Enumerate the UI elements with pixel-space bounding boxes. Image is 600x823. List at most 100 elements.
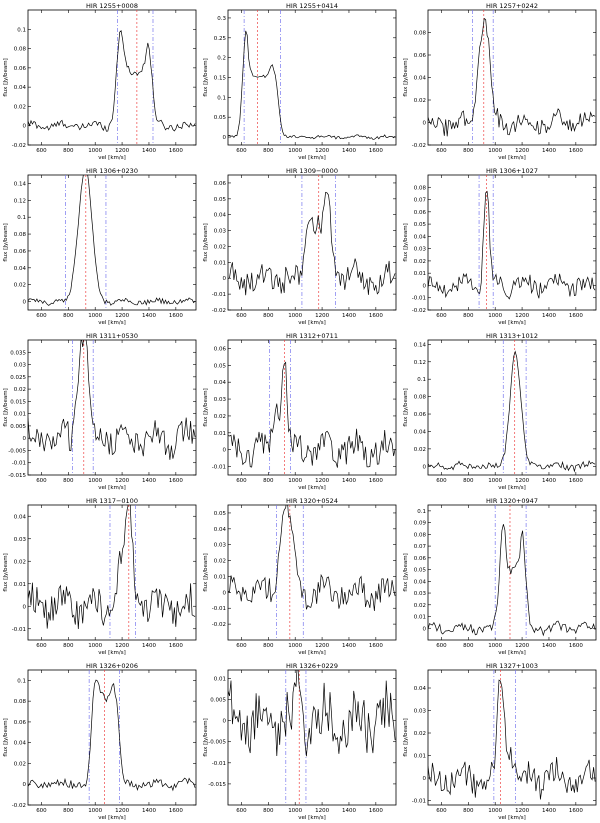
x-axis-label: vel [km/s] xyxy=(298,815,325,821)
panel-title: HIR 1320+0947 xyxy=(486,497,538,505)
x-tick-label: 600 xyxy=(236,643,247,649)
y-tick-label: -0.01 xyxy=(212,292,226,298)
x-tick-label: 1200 xyxy=(315,808,329,814)
y-tick-label: 0.05 xyxy=(214,511,227,517)
y-tick-label: -0.015 xyxy=(8,473,26,479)
spectrum-panel-5: HIR 1309−0000 600 800 1000 1200 1400 1600 -0.02… xyxy=(200,165,400,328)
x-tick-label: 800 xyxy=(63,313,74,319)
y-tick-label: 0.01 xyxy=(14,412,26,418)
x-tick-label: 800 xyxy=(63,643,74,649)
y-tick-label: 0.03 xyxy=(214,543,227,549)
plot-frame xyxy=(27,174,197,311)
y-tick-label: 0.04 xyxy=(14,266,27,272)
x-tick-label: 1400 xyxy=(542,313,556,319)
x-tick-label: 1400 xyxy=(542,148,556,154)
x-tick-label: 600 xyxy=(236,478,247,484)
y-tick-label: 0 xyxy=(23,436,27,442)
y-axis-label: flux [Jy/beam] xyxy=(3,388,9,427)
spectrum-line xyxy=(28,679,196,792)
panel-title: HIR 1313+1012 xyxy=(486,332,538,340)
x-tick-label: 600 xyxy=(236,148,247,154)
x-tick-label: 1200 xyxy=(315,478,329,484)
spectrum-chart: HIR 1320+0524 600 800 1000 1200 1400 1600 -0.02… xyxy=(203,497,397,656)
x-tick-label: 1200 xyxy=(515,643,529,649)
x-tick-label: 1200 xyxy=(115,478,129,484)
x-tick-label: 1600 xyxy=(569,643,583,649)
y-tick-label: 0.06 xyxy=(14,249,27,255)
spectrum-panel-1: HIR 1255+0008 600 800 1000 1200 1400 1600 -0.02… xyxy=(0,0,200,163)
y-tick-label: -0.01 xyxy=(412,296,426,302)
x-tick-label: 600 xyxy=(436,643,447,649)
y-tick-label: 0.08 xyxy=(414,395,427,401)
y-axis-label: flux [Jy/beam] xyxy=(3,553,9,592)
plot-frame xyxy=(227,669,397,806)
y-tick-label: 0.06 xyxy=(414,556,427,562)
x-tick-label: 1400 xyxy=(142,313,156,319)
y-tick-label: -0.005 xyxy=(208,740,226,746)
y-axis-label: flux [Jy/beam] xyxy=(203,223,209,262)
spectrum-line xyxy=(228,30,396,140)
panel-title: HIR 1306+0230 xyxy=(86,167,138,175)
x-tick-label: 1200 xyxy=(515,313,529,319)
y-tick-label: 0.04 xyxy=(414,429,427,435)
y-tick-label: 0.02 xyxy=(414,259,426,265)
y-tick-label: 0.02 xyxy=(14,104,26,110)
y-tick-label: 0.14 xyxy=(414,342,427,348)
x-tick-label: 1600 xyxy=(169,808,183,814)
y-tick-label: 0 xyxy=(223,719,227,725)
y-tick-label: -0.02 xyxy=(212,308,226,314)
y-tick-label: 0.1 xyxy=(217,95,226,101)
y-tick-label: 0.07 xyxy=(414,544,427,550)
y-tick-label: 0.08 xyxy=(414,185,427,191)
y-tick-label: 0.015 xyxy=(10,399,26,405)
y-tick-label: 0.04 xyxy=(14,514,27,520)
y-tick-label: 0.03 xyxy=(14,363,27,369)
spectrum-panel-13: HIR 1326+0206 600 800 1000 1200 1400 1600 -0.02… xyxy=(0,660,200,823)
y-tick-label: 0.005 xyxy=(10,424,26,430)
spectrum-line xyxy=(28,29,196,132)
y-tick-label: 0 xyxy=(23,782,27,788)
x-axis-label: vel [km/s] xyxy=(498,485,525,491)
plot-frame xyxy=(427,339,597,476)
x-tick-label: 1400 xyxy=(342,148,356,154)
y-tick-label: 0.035 xyxy=(10,350,26,356)
x-tick-label: 1000 xyxy=(488,478,502,484)
y-tick-label: -0.02 xyxy=(412,143,426,149)
x-tick-label: 1200 xyxy=(515,478,529,484)
y-tick-label: 0.08 xyxy=(14,47,27,53)
y-tick-label: 0.01 xyxy=(14,582,26,588)
x-tick-label: 800 xyxy=(463,148,474,154)
spectrum-panel-6: HIR 1306+1027 600 800 1000 1200 1400 1600 -0.02… xyxy=(400,165,600,328)
x-tick-label: 1200 xyxy=(315,148,329,154)
y-tick-label: 0 xyxy=(223,135,227,141)
y-tick-label: 0.04 xyxy=(214,527,227,533)
y-tick-label: 0.1 xyxy=(17,215,26,221)
y-tick-label: 0.02 xyxy=(214,244,226,250)
y-tick-label: 0.02 xyxy=(14,559,26,565)
x-tick-label: 1200 xyxy=(515,808,529,814)
x-tick-label: 600 xyxy=(436,478,447,484)
y-tick-label: 0.01 xyxy=(414,615,426,621)
y-tick-label: 0 xyxy=(223,590,227,596)
plot-frame xyxy=(427,504,597,641)
panel-title: HIR 1312+0711 xyxy=(286,332,338,340)
x-tick-label: 1400 xyxy=(542,478,556,484)
spectrum-line xyxy=(228,505,396,611)
y-tick-label: -0.01 xyxy=(212,465,226,471)
x-tick-label: 1600 xyxy=(569,478,583,484)
x-tick-label: 1000 xyxy=(488,313,502,319)
x-tick-label: 1000 xyxy=(288,313,302,319)
x-tick-label: 1600 xyxy=(169,478,183,484)
plot-frame xyxy=(227,339,397,476)
x-tick-label: 1200 xyxy=(315,313,329,319)
y-tick-label: 0.09 xyxy=(414,521,427,527)
spectrum-line xyxy=(428,190,596,300)
x-tick-label: 1000 xyxy=(88,808,102,814)
y-tick-label: 0.04 xyxy=(414,234,427,240)
panel-title: HIR 1309−0000 xyxy=(286,167,338,175)
spectrum-chart: HIR 1327+1003 600 800 1000 1200 1400 1600 -0.01… xyxy=(403,662,597,821)
y-tick-label: 0.1 xyxy=(417,377,426,383)
spectrum-chart: HIR 1326+0229 600 800 1000 1200 1400 1600 -0.01… xyxy=(203,662,397,821)
y-axis-label: flux [Jy/beam] xyxy=(403,718,409,757)
panel-title: HIR 1255+0414 xyxy=(286,2,338,10)
